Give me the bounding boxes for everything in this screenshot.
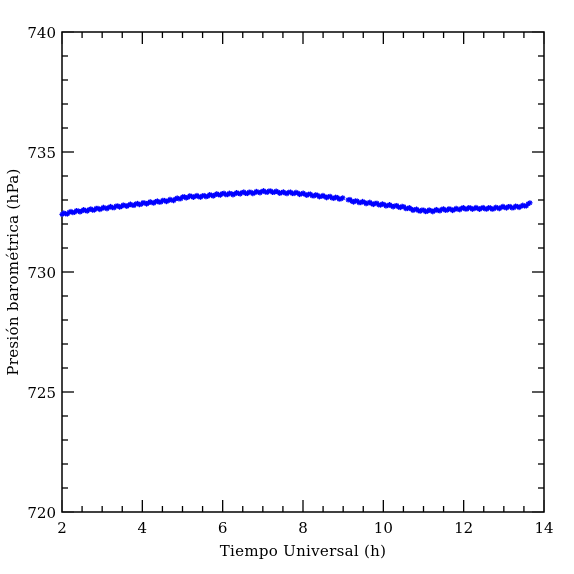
x-tick-label: 12 <box>454 519 473 537</box>
y-tick-label: 740 <box>27 24 56 42</box>
x-tick-label: 4 <box>138 519 148 537</box>
x-tick-label: 8 <box>298 519 308 537</box>
plot-frame <box>61 31 545 513</box>
x-axis-label: Tiempo Universal (h) <box>220 542 387 560</box>
x-tick-label: 6 <box>218 519 228 537</box>
plot-border <box>61 31 545 513</box>
y-tick-label: 735 <box>27 144 56 162</box>
y-tick-label: 730 <box>27 264 56 282</box>
y-axis-label: Presión barométrica (hPa) <box>4 168 22 375</box>
x-tick-label: 10 <box>374 519 393 537</box>
y-tick-label: 720 <box>27 504 56 522</box>
data-point <box>340 195 346 201</box>
data-point <box>527 200 533 206</box>
data-points <box>59 188 533 217</box>
x-axis-ticks: 2 4 6 8 10 12 14 <box>57 32 554 537</box>
x-tick-label: 14 <box>534 519 553 537</box>
x-tick-label: 2 <box>57 519 67 537</box>
y-tick-label: 725 <box>27 384 56 402</box>
y-axis-ticks: 720 725 730 735 740 <box>27 24 544 522</box>
